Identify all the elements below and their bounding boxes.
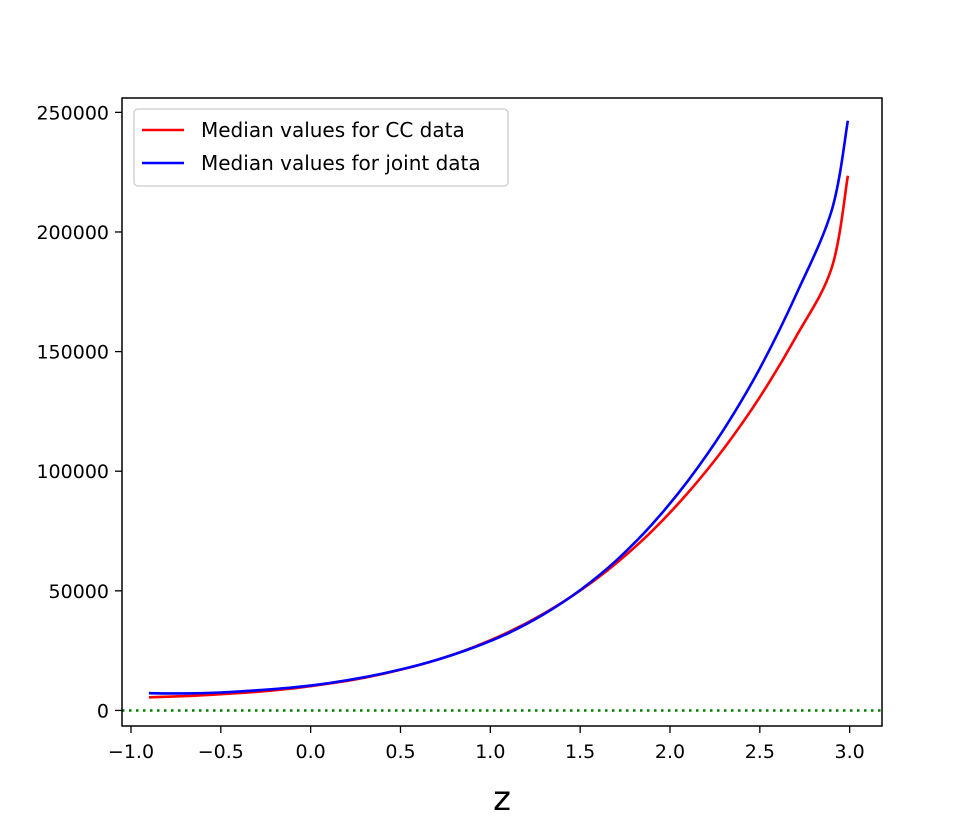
x-tick-label: 3.0: [835, 741, 865, 763]
x-tick-label: 2.0: [655, 741, 685, 763]
legend: Median values for CC data Median values f…: [133, 108, 509, 187]
series-line-joint-data: [148, 120, 850, 695]
y-tick-label: 0: [97, 700, 109, 722]
axes-frame: [121, 97, 883, 727]
x-tick-label: 0.0: [296, 741, 326, 763]
x-tick-label: −0.5: [198, 741, 244, 763]
x-axis-ticks: −1.0 −0.5 0.0 0.5 1.0 1.5 2.0 2.5 3.0: [108, 726, 865, 763]
x-tick-label: 1.5: [565, 741, 595, 763]
x-tick-label: 2.5: [745, 741, 775, 763]
y-tick-label: 250000: [36, 102, 109, 124]
legend-box: [133, 108, 509, 187]
legend-label: Median values for joint data: [201, 151, 481, 175]
series-line-cc-data: [148, 175, 850, 699]
x-tick-label: 0.5: [385, 741, 415, 763]
y-tick-label: 100000: [36, 461, 109, 483]
y-tick-label: 150000: [36, 342, 109, 364]
x-axis-label: z: [493, 779, 511, 816]
x-tick-label: 1.0: [475, 741, 505, 763]
y-axis-ticks: 0 50000 100000 150000 200000 250000: [36, 102, 122, 722]
x-tick-label: −1.0: [108, 741, 154, 763]
legend-label: Median values for CC data: [201, 118, 465, 142]
y-tick-label: 50000: [49, 581, 109, 603]
y-tick-label: 200000: [36, 222, 109, 244]
series-layer: [148, 120, 850, 699]
